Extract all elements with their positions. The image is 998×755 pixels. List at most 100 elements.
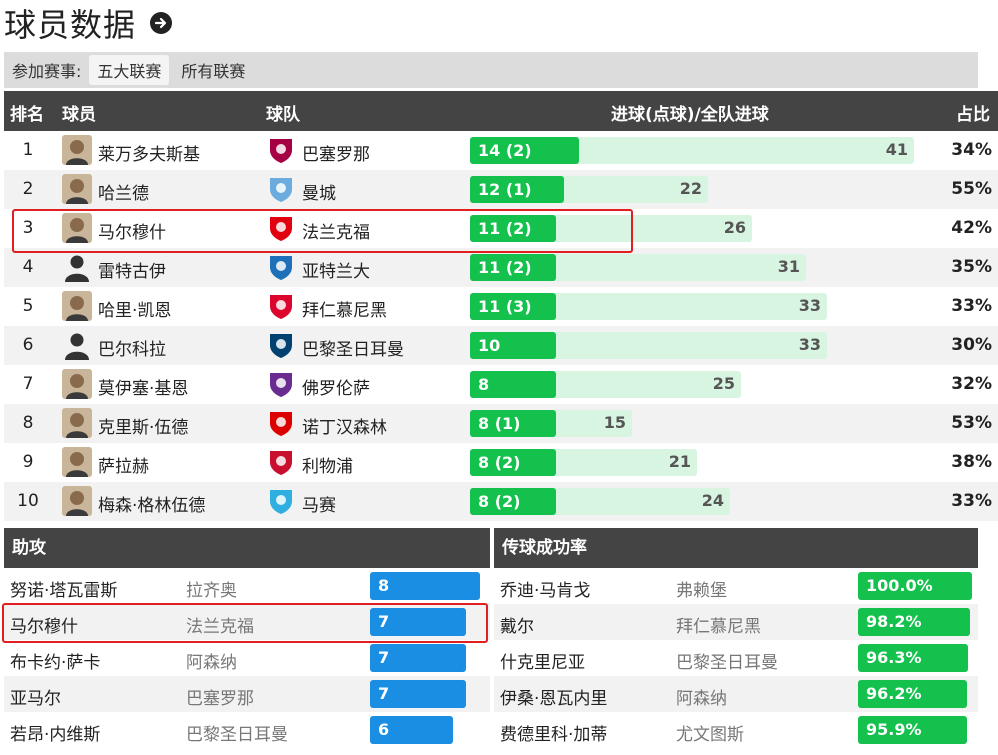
team-name[interactable]: 巴黎圣日耳曼 [302,340,404,360]
table-row[interactable]: 8 克里斯·伍德 诺丁汉森林 8 (1) 15 53% [4,404,998,443]
player-name[interactable]: 哈里·凯恩 [98,301,172,321]
player-name[interactable]: 戴尔 [500,617,534,637]
list-item[interactable]: 费德里科·加蒂 尤文图斯 95.9% [494,712,978,748]
team-name[interactable]: 马赛 [302,496,336,516]
player-name[interactable]: 马尔穆什 [98,223,166,243]
table-row[interactable]: 7 莫伊塞·基恩 佛罗伦萨 8 25 32% [4,365,998,404]
team-name[interactable]: 巴塞罗那 [302,145,370,165]
passing-rows: 乔迪·马肯戈 弗赖堡 100.0% 戴尔 拜仁慕尼黑 98.2% 什克里尼亚 巴黎圣日耳曼 96… [494,568,978,748]
list-item[interactable]: 布卡约·萨卡 阿森纳 7 [4,640,490,676]
player-goals-bar: 10 [470,332,556,359]
team-name[interactable]: 巴黎圣日耳曼 [186,725,288,745]
list-item[interactable]: 什克里尼亚 巴黎圣日耳曼 96.3% [494,640,978,676]
team-name[interactable]: 拜仁慕尼黑 [302,301,387,321]
table-row[interactable]: 3 马尔穆什 法兰克福 11 (2) 26 42% [4,209,998,248]
liverpool-crest-icon [266,447,296,477]
fiorentina-crest-icon [266,369,296,399]
table-row[interactable]: 5 哈里·凯恩 拜仁慕尼黑 11 (3) 33 33% [4,287,998,326]
team-name[interactable]: 法兰克福 [186,617,254,637]
team-goals-value: 21 [668,452,691,471]
player-name[interactable]: 梅森·格林伍德 [98,496,206,516]
goal-share: 34% [951,140,992,160]
player-name[interactable]: 萨拉赫 [98,457,149,477]
col-team[interactable]: 球队 [266,105,300,125]
team-goals-value: 41 [885,140,908,159]
goal-share: 55% [951,179,992,199]
forest-crest-icon [266,408,296,438]
player-name[interactable]: 克里斯·伍德 [98,418,189,438]
table-row[interactable]: 10 梅森·格林伍德 马赛 8 (2) 24 33% [4,482,998,521]
list-item[interactable]: 若昂·内维斯 巴黎圣日耳曼 6 [4,712,490,748]
list-item[interactable]: 戴尔 拜仁慕尼黑 98.2% [494,604,978,640]
player-name[interactable]: 伊桑·恩瓦内里 [500,689,608,709]
filter-option-big-five[interactable]: 五大联赛 [89,55,170,85]
player-name[interactable]: 布卡约·萨卡 [10,653,101,673]
goal-share: 42% [951,218,992,238]
player-name[interactable]: 莫伊塞·基恩 [98,379,189,399]
player-name[interactable]: 若昂·内维斯 [10,725,101,745]
table-row[interactable]: 2 哈兰德 曼城 12 (1) 22 55% [4,170,998,209]
player-name[interactable]: 什克里尼亚 [500,653,585,673]
team-name[interactable]: 曼城 [302,184,336,204]
avatar [62,369,92,399]
avatar [62,408,92,438]
team-goals-value: 26 [723,218,746,237]
team-name[interactable]: 利物浦 [302,457,353,477]
player-name[interactable]: 马尔穆什 [10,617,78,637]
player-name[interactable]: 亚马尔 [10,689,61,709]
filter-option-all-leagues[interactable]: 所有联赛 [181,62,246,81]
list-item[interactable]: 伊桑·恩瓦内里 阿森纳 96.2% [494,676,978,712]
assist-bar: 7 [370,680,466,708]
team-goals-value: 25 [712,374,735,393]
player-goals-bar: 8 (2) [470,488,556,515]
player-name[interactable]: 努诺·塔瓦雷斯 [10,581,118,601]
team-goals-value: 22 [679,179,702,198]
assist-bar: 7 [370,608,466,636]
team-name[interactable]: 拉齐奥 [186,581,237,601]
player-goals-bar: 11 (2) [470,254,556,281]
list-item[interactable]: 乔迪·马肯戈 弗赖堡 100.0% [494,568,978,604]
goal-share: 33% [951,491,992,511]
avatar [62,174,92,204]
team-name[interactable]: 诺丁汉森林 [302,418,387,438]
player-name[interactable]: 乔迪·马肯戈 [500,581,591,601]
player-name[interactable]: 哈兰德 [98,184,149,204]
arrow-right-circle-icon[interactable] [150,12,173,34]
team-name[interactable]: 亚特兰大 [302,262,370,282]
team-name[interactable]: 佛罗伦萨 [302,379,370,399]
player-goals-bar: 11 (3) [470,293,556,320]
psg-crest-icon [266,330,296,360]
team-name[interactable]: 阿森纳 [186,653,237,673]
avatar [62,213,92,243]
team-name[interactable]: 巴塞罗那 [186,689,254,709]
rank: 7 [22,374,34,394]
col-player[interactable]: 球员 [62,105,96,125]
list-item[interactable]: 努诺·塔瓦雷斯 拉齐奥 8 [4,568,490,604]
player-name[interactable]: 费德里科·加蒂 [500,725,608,745]
player-name[interactable]: 莱万多夫斯基 [98,145,200,165]
table-row[interactable]: 6 巴尔科拉 巴黎圣日耳曼 10 33 30% [4,326,998,365]
list-item[interactable]: 马尔穆什 法兰克福 7 [4,604,490,640]
player-goals-bar: 8 (2) [470,449,556,476]
highlight-box-scorer [12,209,633,253]
player-name[interactable]: 雷特古伊 [98,262,166,282]
player-name[interactable]: 巴尔科拉 [98,340,166,360]
team-name[interactable]: 阿森纳 [676,689,727,709]
table-row[interactable]: 1 莱万多夫斯基 巴塞罗那 14 (2) 41 34% [4,131,998,170]
avatar [62,330,92,360]
team-name[interactable]: 尤文图斯 [676,725,744,745]
list-item[interactable]: 亚马尔 巴塞罗那 7 [4,676,490,712]
team-goals-value: 33 [798,296,821,315]
col-share[interactable]: 占比 [956,105,990,125]
col-rank[interactable]: 排名 [10,105,44,125]
table-row[interactable]: 4 雷特古伊 亚特兰大 11 (2) 31 35% [4,248,998,287]
col-goals[interactable]: 进球(点球)/全队进球 [611,105,769,125]
table-row[interactable]: 9 萨拉赫 利物浦 8 (2) 21 38% [4,443,998,482]
goal-share: 33% [951,296,992,316]
team-name[interactable]: 巴黎圣日耳曼 [676,653,778,673]
rank: 10 [17,491,39,511]
team-name[interactable]: 法兰克福 [302,223,370,243]
team-name[interactable]: 拜仁慕尼黑 [676,617,761,637]
team-name[interactable]: 弗赖堡 [676,581,727,601]
team-goals-value: 15 [603,413,626,432]
